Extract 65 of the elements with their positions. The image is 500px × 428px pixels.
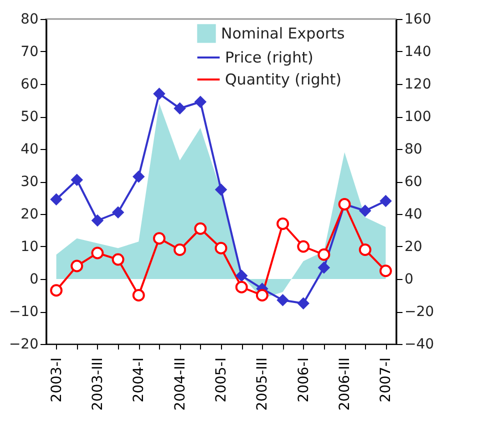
point: [194, 96, 207, 108]
point: [91, 246, 104, 260]
point: [318, 248, 330, 261]
y2-tick-label: 60: [404, 174, 422, 190]
y-tick-label: 80: [20, 12, 38, 28]
point: [318, 262, 330, 274]
point: [174, 244, 186, 256]
y2-tick-label: 40: [404, 206, 422, 222]
point: [256, 289, 268, 302]
point: [50, 193, 62, 206]
y2-tick-label: 20: [404, 239, 422, 255]
y2-tick-label: 0: [404, 272, 414, 288]
y2-tick-label: −40: [404, 336, 434, 352]
point: [194, 222, 207, 235]
y-tick-label: 40: [20, 142, 38, 158]
point: [297, 297, 310, 310]
x-tick-label: 2004-I: [131, 358, 148, 402]
x-tick-label: 2005-III: [254, 358, 271, 411]
x-tick-label: 2006-I: [296, 358, 312, 402]
y2-tick-label: 160: [404, 12, 432, 28]
y-tick-label: 0: [30, 272, 38, 288]
x-tick-label: 2003-III: [90, 358, 106, 411]
x-tick-label: 2005-I: [214, 358, 230, 402]
point: [380, 194, 392, 208]
point: [152, 232, 166, 245]
x-tick-label: 2007-I: [378, 358, 394, 402]
y2-tick-label: 100: [404, 109, 432, 125]
point: [235, 280, 248, 294]
point: [112, 206, 124, 218]
point: [112, 253, 124, 266]
y2-tick-label: 80: [404, 142, 422, 158]
y-tick-label: 70: [20, 44, 38, 60]
point: [91, 214, 104, 227]
y-tick-label: 50: [20, 109, 38, 125]
x-tick-label: 2003-I: [48, 358, 65, 402]
legend-label: Price (right): [225, 48, 314, 66]
point: [379, 264, 392, 278]
legend-label: Quantity (right): [225, 70, 342, 88]
y-tick-label: 20: [20, 206, 38, 222]
point: [70, 260, 84, 272]
y-tick-label: 10: [20, 239, 38, 255]
point: [276, 218, 290, 230]
point: [50, 284, 63, 297]
point: [70, 174, 84, 186]
point: [214, 242, 228, 254]
point: [358, 244, 372, 256]
y2-tick-label: 120: [404, 76, 432, 92]
x-tick-label: 2006-III: [337, 358, 354, 411]
point: [358, 204, 372, 217]
y2-tick-label: −20: [404, 304, 434, 320]
point: [214, 184, 228, 196]
point: [235, 270, 248, 282]
point: [132, 170, 145, 183]
point: [276, 294, 289, 306]
legend-label: Nominal Exports: [221, 24, 345, 42]
point: [297, 240, 310, 253]
y-tick-label: −20: [8, 336, 38, 352]
y2-tick-label: 140: [404, 44, 432, 60]
y-tick-label: 60: [20, 76, 38, 92]
point: [153, 88, 166, 100]
point: [132, 289, 145, 302]
y-tick-label: 30: [20, 174, 38, 190]
point: [174, 102, 186, 114]
x-tick-label: 2004-III: [172, 358, 188, 411]
y-tick-label: −10: [8, 304, 38, 320]
